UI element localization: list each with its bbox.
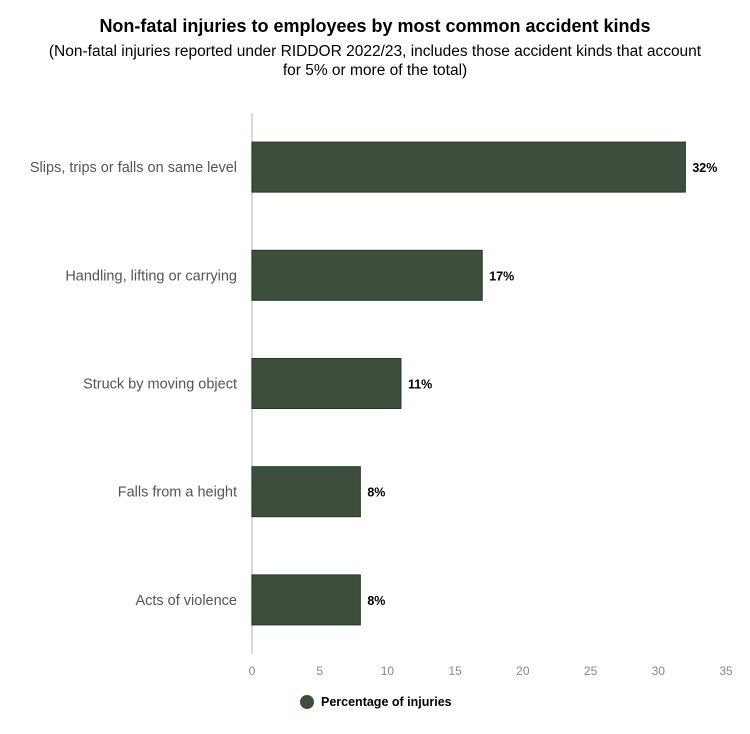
x-tick-label: 20 <box>516 664 530 678</box>
bar <box>251 574 361 626</box>
data-label: 32% <box>692 161 717 175</box>
category-label: Struck by moving object <box>83 377 237 393</box>
data-label: 17% <box>489 269 514 283</box>
category-label: Acts of violence <box>135 593 237 609</box>
data-label: 11% <box>408 378 432 392</box>
data-label: 8% <box>367 594 385 608</box>
legend[interactable]: Percentage of injuries <box>300 695 452 709</box>
x-tick-label: 25 <box>584 664 598 678</box>
chart-subtitle: (Non-fatal injuries reported under RIDDO… <box>48 43 702 79</box>
x-tick-label: 30 <box>652 664 666 678</box>
data-label: 8% <box>367 486 385 500</box>
chart-title: Non-fatal injuries to employees by most … <box>99 16 651 36</box>
bar <box>251 141 686 193</box>
x-tick-label: 35 <box>719 664 733 678</box>
legend-label: Percentage of injuries <box>321 695 452 709</box>
category-label: Slips, trips or falls on same level <box>30 160 237 176</box>
x-tick-label: 5 <box>316 664 323 678</box>
x-tick-label: 10 <box>381 664 395 678</box>
legend-marker <box>300 695 314 709</box>
bar <box>251 466 361 518</box>
x-tick-label: 0 <box>249 664 256 678</box>
x-tick-label: 15 <box>448 664 462 678</box>
bar <box>251 358 402 409</box>
category-label: Handling, lifting or carrying <box>65 268 237 284</box>
category-label: Falls from a height <box>118 485 237 501</box>
bar <box>251 249 483 301</box>
